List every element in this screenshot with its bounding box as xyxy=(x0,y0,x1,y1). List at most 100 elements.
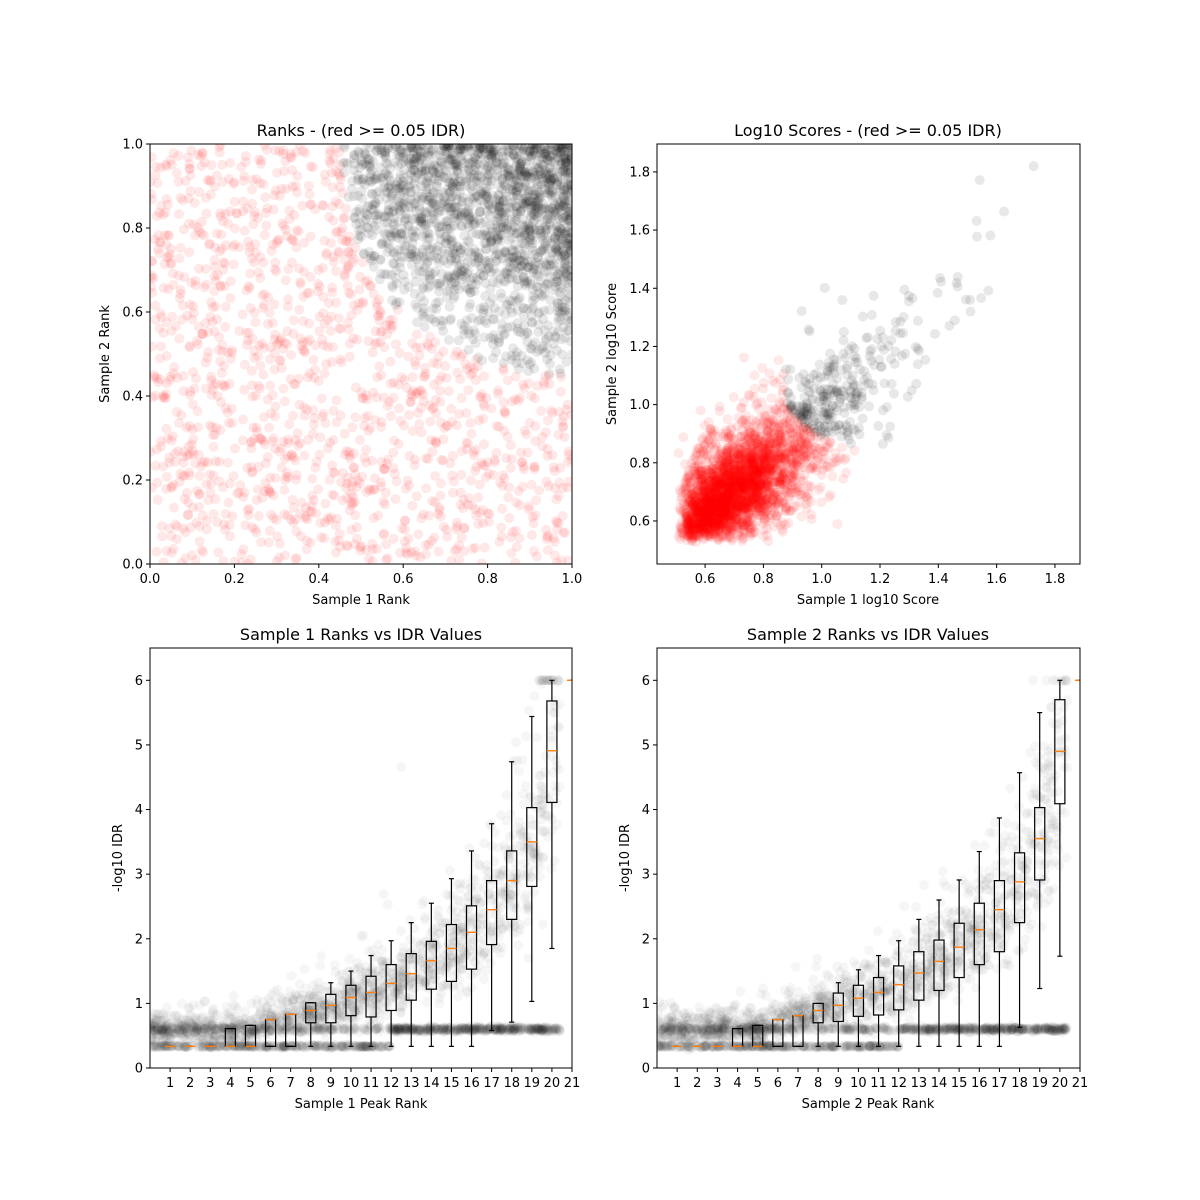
scatter-point-red xyxy=(227,511,238,522)
scatter-point-red xyxy=(196,545,207,556)
scatter-point-red xyxy=(286,450,297,461)
scatter-point-red xyxy=(347,477,358,488)
scatter-point-black xyxy=(358,248,369,259)
scatter-point-black xyxy=(383,205,394,216)
scatter-point-red xyxy=(176,410,187,421)
scatter-point-red xyxy=(336,227,347,238)
scatter-point-red xyxy=(549,483,560,494)
scatter-point-red xyxy=(318,408,329,419)
scatter-point-red xyxy=(289,235,300,246)
scatter-point-red xyxy=(202,175,213,186)
scatter-point-red xyxy=(151,210,162,221)
scatter-point-red xyxy=(483,468,494,479)
scatter-point-red xyxy=(355,542,366,553)
scatter-point-red xyxy=(514,533,525,544)
scatter-point-black xyxy=(482,169,493,180)
scatter-point-red xyxy=(161,239,172,250)
scatter-point-red xyxy=(351,522,362,533)
scatter-point-red xyxy=(305,199,316,210)
scatter-point-red xyxy=(258,257,269,268)
scatter-point-black xyxy=(402,235,413,246)
scatter-point-red xyxy=(290,514,301,525)
scatter-point-red xyxy=(200,317,211,328)
scatter-point-red xyxy=(361,486,372,497)
scatter-point-red xyxy=(158,461,169,472)
scatter-point-red xyxy=(498,365,509,376)
scatter-point-black xyxy=(369,200,380,211)
scatter-point-black xyxy=(378,177,389,188)
scatter-point-red xyxy=(421,483,432,494)
scatter-point-red xyxy=(299,346,310,357)
scatter-point-red xyxy=(239,225,250,236)
scatter-point-red xyxy=(418,509,429,520)
scatter-point-red xyxy=(523,504,534,515)
scatter-point-red xyxy=(302,372,313,383)
scatter-point-red xyxy=(368,513,379,524)
scatter-point-red xyxy=(224,173,235,184)
scatter-point-red xyxy=(354,284,365,295)
scatter-point-red xyxy=(416,513,427,524)
scatter-point-red xyxy=(266,408,277,419)
scatter-point-red xyxy=(461,444,472,455)
scatter-point-red xyxy=(381,539,392,550)
scatter-point-red xyxy=(316,532,327,543)
scatter-point-red xyxy=(454,540,465,551)
scatter-point-red xyxy=(187,399,198,410)
scatter-point-red xyxy=(270,472,281,483)
scatter-point-black xyxy=(526,144,537,154)
scatter-point-red xyxy=(214,331,225,342)
scatter-point-red xyxy=(493,388,504,399)
scatter-point-red xyxy=(185,299,196,310)
scatter-point-red xyxy=(260,207,271,218)
scatter-point-red xyxy=(396,372,407,383)
scatter-point-red xyxy=(288,410,299,421)
scatter-point-red xyxy=(296,340,307,351)
scatter-point-red xyxy=(553,490,564,501)
scatter-point-red xyxy=(210,429,221,440)
scatter-point-red xyxy=(269,364,280,375)
scatter-point-red xyxy=(319,169,330,180)
scatter-point-red xyxy=(280,453,291,464)
scatter-point-red xyxy=(246,253,257,264)
scatter-point-red xyxy=(499,425,510,436)
scatter-point-red xyxy=(452,367,463,378)
scatter-point-red xyxy=(266,509,277,520)
scatter-point-red xyxy=(299,266,310,277)
scatter-point-black xyxy=(463,325,474,336)
scatter-point-red xyxy=(467,543,478,554)
scatter-point-red xyxy=(178,457,189,468)
x-axis-label-ranks: Sample 1 Rank xyxy=(312,593,410,608)
scatter-point-red xyxy=(400,515,411,526)
scatter-point-red xyxy=(234,487,245,498)
scatter-point-red xyxy=(351,533,362,544)
scatter-point-red xyxy=(306,506,317,517)
scatter-point-red xyxy=(473,415,484,426)
scatter-point-red xyxy=(465,418,476,429)
scatter-point-red xyxy=(314,326,325,337)
scatter-point-red xyxy=(252,426,263,437)
scatter-point-red xyxy=(459,522,470,533)
scatter-point-red xyxy=(378,392,389,403)
scatter-point-black xyxy=(422,256,433,267)
scatter-point-red xyxy=(336,477,347,488)
scatter-point-red xyxy=(406,389,417,400)
scatter-point-red xyxy=(255,273,266,284)
scatter-point-red xyxy=(158,390,169,401)
scatter-point-red xyxy=(416,427,427,438)
scatter-point-red xyxy=(274,446,285,457)
scatter-point-red xyxy=(192,339,203,350)
scatter-point-red xyxy=(420,549,431,560)
scatter-point-red xyxy=(204,469,215,480)
scatter-point-black xyxy=(413,169,424,180)
scatter-point-red xyxy=(212,170,223,181)
scatter-point-red xyxy=(376,481,387,492)
scatter-point-red xyxy=(210,494,221,505)
scatter-point-red xyxy=(240,520,251,531)
scatter-point-red xyxy=(361,457,372,468)
scatter-point-red xyxy=(174,476,185,487)
scatter-point-red xyxy=(415,552,426,563)
scatter-point-red xyxy=(518,379,529,390)
scatter-point-black xyxy=(430,317,441,328)
scatter-point-red xyxy=(205,176,216,187)
scatter-point-red xyxy=(268,204,279,215)
